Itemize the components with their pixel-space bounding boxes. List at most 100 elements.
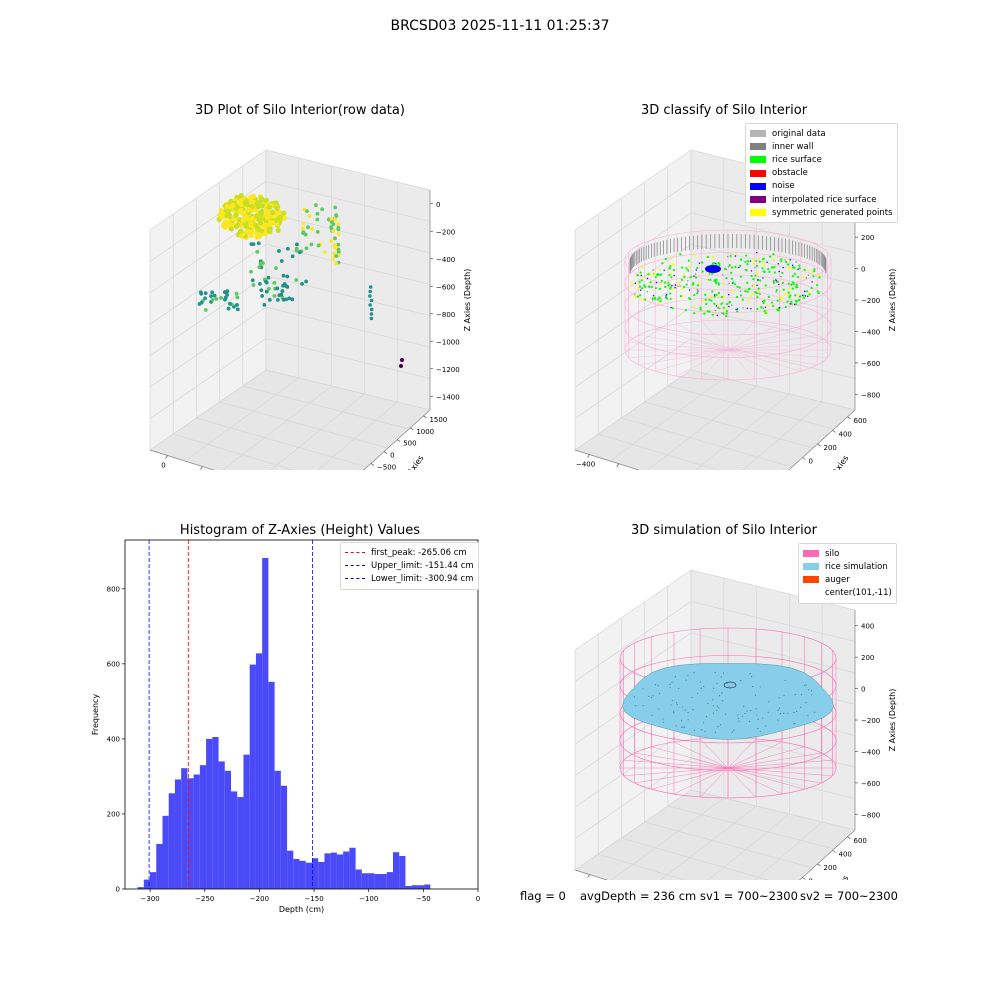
surface-mesh-point — [713, 687, 715, 690]
data-point — [224, 219, 230, 225]
data-point — [301, 221, 306, 226]
y-tick-label: 800 — [107, 585, 120, 593]
surface-mesh-point — [650, 696, 652, 699]
classified-point — [642, 275, 645, 279]
pane-floor — [150, 370, 430, 470]
surface-mesh-point — [787, 712, 789, 714]
data-point — [294, 246, 299, 251]
legend-swatch — [750, 182, 766, 190]
raw-data-3d-scatter: 01000200030004000X Axies150010005000−500… — [149, 149, 472, 470]
data-point — [336, 242, 341, 247]
surface-mesh-point — [716, 682, 718, 685]
silo-spoke — [638, 349, 729, 366]
classified-point — [807, 274, 810, 277]
classified-point — [803, 268, 806, 271]
classified-point — [664, 285, 667, 289]
classified-point — [646, 277, 649, 280]
grid-line — [149, 369, 267, 451]
classified-point — [681, 287, 684, 291]
classified-point — [790, 283, 793, 286]
classified-point — [786, 300, 789, 303]
classified-point — [778, 307, 781, 309]
data-point — [212, 293, 217, 298]
classified-point — [805, 290, 808, 293]
data-point — [251, 283, 256, 287]
grid-line — [219, 401, 389, 449]
data-point — [230, 202, 236, 209]
y-tick-label: 600 — [107, 660, 120, 668]
grid-line — [690, 789, 856, 831]
classified-point — [730, 266, 734, 269]
data-point — [334, 261, 338, 266]
classified-point — [736, 308, 739, 310]
classified-point — [795, 261, 797, 263]
surface-mesh-point — [676, 703, 678, 706]
y-axis-label: Frequency — [91, 694, 100, 736]
classified-point — [669, 272, 672, 275]
classified-point — [720, 295, 724, 299]
data-point — [294, 278, 299, 282]
classified-point — [646, 291, 649, 293]
histogram-bar — [411, 885, 418, 889]
classified-point — [720, 302, 723, 306]
surface-mesh-point — [805, 701, 807, 704]
classified-point — [750, 270, 753, 272]
classified-point — [722, 306, 725, 309]
histogram-bar — [174, 779, 182, 889]
classified-point — [739, 290, 742, 293]
silo-spoke — [623, 767, 729, 776]
legend-item: inner wall — [750, 140, 893, 153]
classified-point — [717, 283, 721, 286]
silo-spoke — [727, 767, 833, 776]
classified-point — [671, 285, 673, 287]
classified-point — [739, 275, 742, 278]
classified-point — [638, 281, 641, 284]
sv1-text: sv1 = 700~2300 — [700, 889, 798, 903]
grid-line — [647, 385, 757, 470]
histogram-bar — [324, 853, 331, 889]
classified-point — [782, 288, 785, 291]
data-point — [275, 286, 280, 291]
classified-point — [670, 263, 674, 266]
grid-line — [265, 306, 431, 348]
classified-point — [670, 306, 672, 309]
data-point — [249, 204, 255, 210]
histogram-bar — [168, 793, 175, 889]
classified-point — [810, 271, 814, 274]
classified-point — [693, 312, 696, 315]
data-point — [320, 207, 325, 212]
histogram-bar — [424, 884, 431, 889]
histogram-bar — [150, 872, 157, 889]
data-point — [316, 243, 321, 248]
classified-point — [693, 275, 695, 277]
surface-mesh-point — [740, 679, 742, 682]
classified-point — [812, 275, 815, 278]
data-point — [305, 209, 309, 214]
surface-mesh-point — [676, 702, 678, 704]
data-point — [264, 289, 269, 294]
surface-mesh-point — [635, 705, 637, 707]
legend-line — [345, 565, 365, 567]
silo-spoke — [727, 746, 805, 769]
surface-mesh-point — [757, 727, 759, 730]
classified-point — [725, 309, 728, 313]
classified-point — [685, 283, 688, 286]
surface-mesh-point — [717, 726, 719, 728]
surface-mesh-point — [671, 699, 673, 702]
classified-point — [791, 275, 795, 278]
surface-mesh-point — [652, 695, 654, 697]
classified-point — [757, 279, 759, 281]
panel2-title: 3D classify of Silo Interior — [640, 103, 808, 118]
surface-mesh-point — [741, 715, 744, 718]
classified-point — [723, 313, 725, 315]
data-point — [290, 297, 295, 302]
classified-point — [775, 288, 778, 292]
data-point — [269, 210, 276, 216]
data-point — [281, 273, 286, 278]
classified-point — [696, 288, 698, 291]
grid-line — [644, 821, 814, 869]
classified-point — [772, 281, 776, 284]
surface-mesh-point — [728, 685, 730, 688]
data-point — [336, 247, 341, 252]
z-axis-label: Z Axies (Depth) — [888, 689, 897, 752]
